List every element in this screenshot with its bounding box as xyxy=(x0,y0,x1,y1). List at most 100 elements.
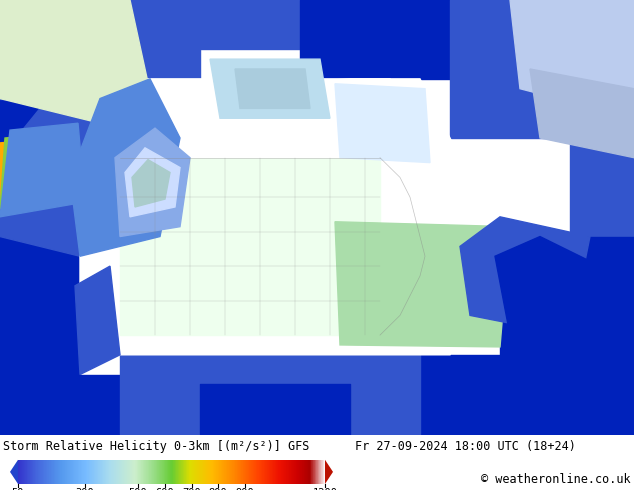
Bar xyxy=(198,460,199,484)
Bar xyxy=(169,460,170,484)
Bar xyxy=(164,460,165,484)
Bar xyxy=(217,460,218,484)
Bar xyxy=(217,460,219,484)
Bar xyxy=(126,460,127,484)
Bar xyxy=(238,460,240,484)
Bar xyxy=(156,460,157,484)
Bar xyxy=(86,460,87,484)
Bar xyxy=(293,460,294,484)
Text: 500: 500 xyxy=(129,488,148,490)
Polygon shape xyxy=(0,59,200,256)
Bar xyxy=(304,460,305,484)
Bar xyxy=(268,460,269,484)
Bar xyxy=(242,460,243,484)
Bar xyxy=(124,460,126,484)
Bar xyxy=(159,460,160,484)
Bar xyxy=(81,460,82,484)
Bar xyxy=(129,460,130,484)
Bar xyxy=(223,460,224,484)
Bar xyxy=(44,460,46,484)
Bar xyxy=(286,460,287,484)
Bar xyxy=(33,460,34,484)
Bar xyxy=(230,460,231,484)
Bar xyxy=(212,460,213,484)
Bar xyxy=(210,460,212,484)
Bar xyxy=(114,460,115,484)
Bar xyxy=(53,460,54,484)
Polygon shape xyxy=(125,148,180,217)
Bar xyxy=(100,460,101,484)
Bar xyxy=(155,460,157,484)
Bar xyxy=(41,460,42,484)
Bar xyxy=(74,460,75,484)
Bar xyxy=(52,460,53,484)
Bar xyxy=(263,460,264,484)
Bar xyxy=(133,460,134,484)
Bar xyxy=(30,460,32,484)
Bar xyxy=(178,460,179,484)
Bar xyxy=(168,460,169,484)
Bar xyxy=(81,460,82,484)
Bar xyxy=(272,460,273,484)
Bar xyxy=(22,460,23,484)
Bar xyxy=(118,460,119,484)
Bar xyxy=(197,460,198,484)
Polygon shape xyxy=(355,237,490,337)
Bar xyxy=(86,460,87,484)
Bar xyxy=(55,460,56,484)
Bar xyxy=(84,460,85,484)
Bar xyxy=(42,460,43,484)
Bar xyxy=(171,460,172,484)
Bar xyxy=(214,460,215,484)
Bar xyxy=(228,460,229,484)
Bar xyxy=(150,460,151,484)
Bar xyxy=(322,460,323,484)
Polygon shape xyxy=(0,138,55,202)
Bar xyxy=(254,460,255,484)
Bar xyxy=(47,460,48,484)
Bar xyxy=(61,460,62,484)
Bar xyxy=(113,460,115,484)
Bar xyxy=(205,460,207,484)
Bar xyxy=(175,460,176,484)
Bar xyxy=(297,460,299,484)
Bar xyxy=(115,460,117,484)
Bar xyxy=(269,460,271,484)
Bar xyxy=(287,460,288,484)
Bar xyxy=(256,460,257,484)
Bar xyxy=(39,460,41,484)
Bar xyxy=(226,460,227,484)
Bar xyxy=(252,460,253,484)
Bar xyxy=(50,460,51,484)
Bar xyxy=(234,460,235,484)
Bar xyxy=(134,460,136,484)
Bar xyxy=(27,460,28,484)
Polygon shape xyxy=(0,148,30,192)
Bar xyxy=(160,460,162,484)
Bar xyxy=(313,460,314,484)
Bar xyxy=(139,460,141,484)
Bar xyxy=(134,460,135,484)
Bar xyxy=(44,460,45,484)
Bar xyxy=(143,460,145,484)
Bar xyxy=(65,460,67,484)
Bar xyxy=(43,460,44,484)
Bar xyxy=(160,460,161,484)
Bar xyxy=(85,460,86,484)
Bar xyxy=(186,460,188,484)
Bar xyxy=(294,460,295,484)
Bar xyxy=(55,460,56,484)
Bar xyxy=(48,460,49,484)
Bar xyxy=(295,460,296,484)
Text: 900: 900 xyxy=(236,488,254,490)
Bar xyxy=(128,460,129,484)
Bar xyxy=(18,460,19,484)
Bar xyxy=(252,460,254,484)
Bar xyxy=(215,460,216,484)
Bar xyxy=(82,460,84,484)
Bar xyxy=(275,460,276,484)
Bar xyxy=(49,460,50,484)
Bar xyxy=(185,460,186,484)
Bar xyxy=(265,460,266,484)
Bar xyxy=(64,460,65,484)
